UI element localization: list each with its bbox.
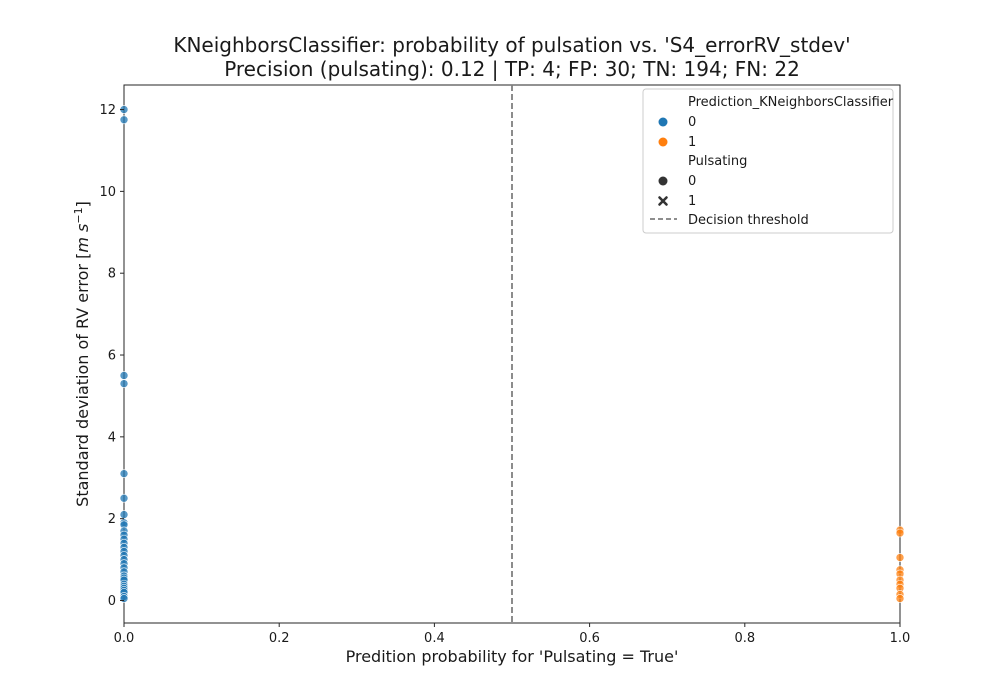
scatter-point-series-0 xyxy=(119,115,129,125)
chart-subtitle: Precision (pulsating): 0.12 | TP: 4; FP:… xyxy=(224,57,800,81)
scatter-point-series-1 xyxy=(895,594,905,603)
x-tick-label: 0.0 xyxy=(114,631,135,646)
x-tick-label: 0.8 xyxy=(734,631,755,646)
legend-box xyxy=(642,88,894,234)
y-tick-label: 4 xyxy=(108,430,116,445)
legend-hue-1-marker xyxy=(658,137,668,147)
legend-style-title: Pulsating xyxy=(688,154,747,169)
chart-title: KNeighborsClassifier: probability of pul… xyxy=(173,33,850,57)
legend-hue-0-marker xyxy=(658,117,668,127)
scatter-point-series-0 xyxy=(119,371,129,380)
scatter-point-series-1 xyxy=(895,528,905,538)
x-tick-label: 1.0 xyxy=(890,631,911,646)
legend-hue-1-label: 1 xyxy=(688,135,696,150)
scatter-point-series-0 xyxy=(119,379,129,388)
y-tick-label: 10 xyxy=(99,185,116,200)
y-axis-label-close: ] xyxy=(73,201,92,207)
legend-style-1-marker xyxy=(658,196,668,206)
y-tick-label: 0 xyxy=(108,594,116,609)
legend-threshold-label: Decision threshold xyxy=(688,213,809,228)
y-tick-label: 2 xyxy=(108,512,116,527)
y-axis-label-exp: −1 xyxy=(72,207,85,223)
scatter-point-series-0 xyxy=(119,594,129,603)
y-tick-label: 6 xyxy=(108,349,116,364)
x-axis-label: Predition probability for 'Pulsating = T… xyxy=(346,647,679,666)
y-axis-label-main: Standard deviation of RV error [ xyxy=(73,253,92,507)
x-tick-label: 0.6 xyxy=(579,631,600,646)
scatter-point-series-1 xyxy=(895,553,905,562)
y-tick-label: 8 xyxy=(108,267,116,282)
y-axis-label: Standard deviation of RV error [m s−1] xyxy=(72,201,93,507)
legend: Prediction_KNeighborsClassifier 0 1 Puls… xyxy=(642,88,894,234)
scatter-point-series-0 xyxy=(119,510,129,519)
legend-hue-title: Prediction_KNeighborsClassifier xyxy=(688,95,894,110)
legend-hue-0-label: 0 xyxy=(688,115,696,130)
scatter-point-series-0 xyxy=(119,493,129,503)
legend-style-0-label: 0 xyxy=(688,174,696,189)
y-axis-label-unit: m s xyxy=(73,224,92,253)
x-tick-label: 0.4 xyxy=(424,631,445,646)
x-tick-label: 0.2 xyxy=(269,631,290,646)
legend-style-1-label: 1 xyxy=(688,194,696,209)
y-tick-label: 12 xyxy=(99,103,116,118)
scatter-point-series-0 xyxy=(119,469,129,478)
legend-style-0-marker xyxy=(658,176,668,186)
